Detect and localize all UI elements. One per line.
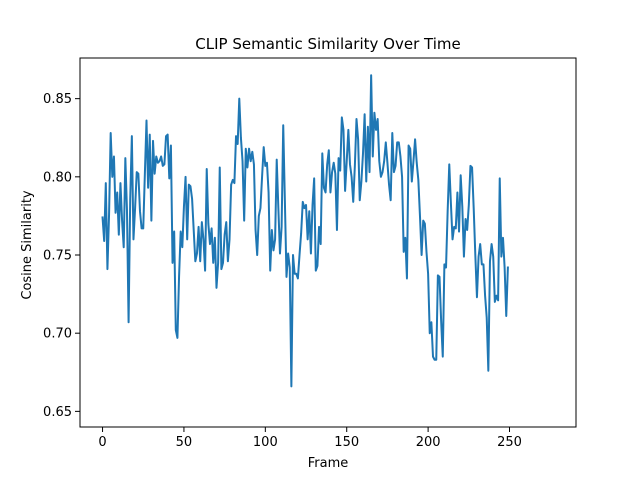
x-tick-label: 250 xyxy=(497,435,522,450)
x-axis-label: Frame xyxy=(308,456,349,471)
x-axis-ticks: 0 50 100 150 200 250 xyxy=(98,427,522,450)
chart-title: CLIP Semantic Similarity Over Time xyxy=(195,35,460,53)
plot-frame xyxy=(79,57,577,428)
y-tick-label: 0.70 xyxy=(43,327,72,342)
x-tick-label: 200 xyxy=(416,435,441,450)
x-tick-label: 0 xyxy=(98,435,106,450)
x-tick-label: 150 xyxy=(334,435,359,450)
x-tick-label: 100 xyxy=(253,435,278,450)
y-tick-label: 0.80 xyxy=(43,170,72,185)
y-tick-label: 0.65 xyxy=(43,405,72,420)
plot-area xyxy=(101,74,509,388)
y-axis-ticks: 0.65 0.70 0.75 0.80 0.85 xyxy=(43,92,80,420)
y-tick-label: 0.75 xyxy=(43,249,72,264)
y-axis-label: Cosine Similarity xyxy=(20,190,35,300)
x-tick-label: 50 xyxy=(176,435,193,450)
series-line xyxy=(101,74,509,388)
y-tick-label: 0.85 xyxy=(43,92,72,107)
